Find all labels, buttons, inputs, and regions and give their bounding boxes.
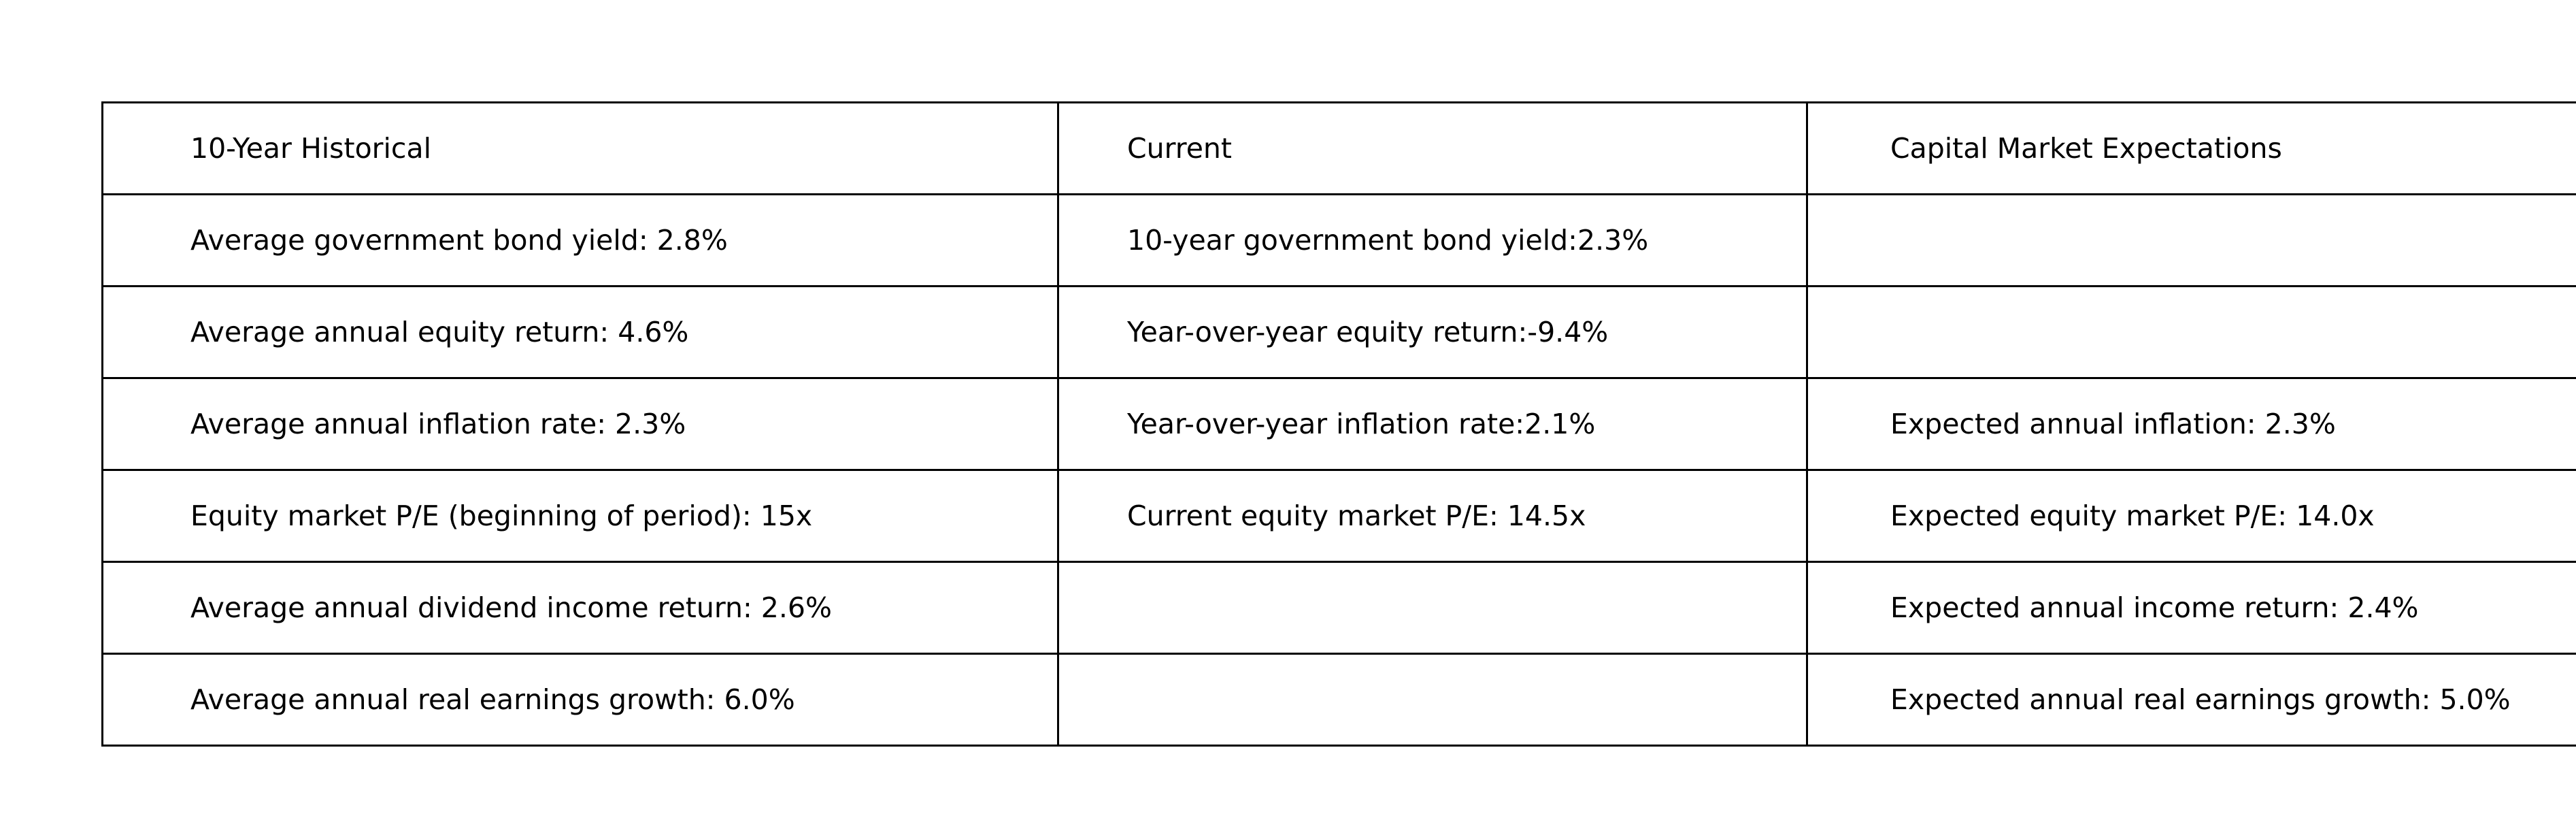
- cell-text: Average annual inflation rate: 2.3%: [190, 407, 686, 440]
- table-row: Average annual real earnings growth: 6.0…: [101, 653, 2576, 747]
- capital-market-table: 10-Year Historical Current Capital Marke…: [101, 101, 2576, 747]
- cell-text: Average annual real earnings growth: 6.0…: [190, 683, 795, 716]
- cell-text: Average government bond yield: 2.8%: [190, 223, 728, 257]
- table-cell-expectations: Expected annual real earnings growth: 5.…: [1806, 653, 2576, 747]
- table-cell-current: [1057, 653, 1808, 747]
- cell-text: Expected annual inflation: 2.3%: [1890, 407, 2336, 440]
- cell-text: Equity market P/E (beginning of period):…: [190, 499, 813, 532]
- table-cell-current: [1057, 561, 1808, 655]
- table-cell-current: Year-over-year equity return:-9.4%: [1057, 285, 1808, 379]
- table-row: Equity market P/E (beginning of period):…: [101, 469, 2576, 563]
- table-cell-historical: Equity market P/E (beginning of period):…: [101, 469, 1059, 563]
- table-row: Average annual inflation rate: 2.3% Year…: [101, 377, 2576, 471]
- table-cell-current: Current equity market P/E: 14.5x: [1057, 469, 1808, 563]
- table-cell-expectations: Expected annual income return: 2.4%: [1806, 561, 2576, 655]
- cell-text: Current equity market P/E: 14.5x: [1127, 499, 1586, 532]
- cell-text: Average annual dividend income return: 2…: [190, 591, 832, 624]
- header-label: 10-Year Historical: [190, 131, 431, 165]
- table-row: Average annual dividend income return: 2…: [101, 561, 2576, 655]
- cell-text: Expected equity market P/E: 14.0x: [1890, 499, 2375, 532]
- table-cell-expectations: [1806, 193, 2576, 287]
- table-cell-expectations: [1806, 285, 2576, 379]
- cell-text: 10-year government bond yield:2.3%: [1127, 223, 1649, 257]
- table-cell-expectations: Expected equity market P/E: 14.0x: [1806, 469, 2576, 563]
- table-row: Average government bond yield: 2.8% 10-y…: [101, 193, 2576, 287]
- table-header-row: 10-Year Historical Current Capital Marke…: [101, 101, 2576, 195]
- cell-text: Year-over-year inflation rate:2.1%: [1127, 407, 1596, 440]
- table-cell-current: 10-year government bond yield:2.3%: [1057, 193, 1808, 287]
- header-label: Capital Market Expectations: [1890, 131, 2282, 165]
- table-cell-expectations: Expected annual inflation: 2.3%: [1806, 377, 2576, 471]
- header-cell-historical: 10-Year Historical: [101, 101, 1059, 195]
- cell-text: Year-over-year equity return:-9.4%: [1127, 315, 1609, 348]
- header-label: Current: [1127, 131, 1232, 165]
- header-cell-current: Current: [1057, 101, 1808, 195]
- cell-text: Expected annual income return: 2.4%: [1890, 591, 2419, 624]
- table-cell-historical: Average annual equity return: 4.6%: [101, 285, 1059, 379]
- cell-text: Average annual equity return: 4.6%: [190, 315, 689, 348]
- cell-text: Expected annual real earnings growth: 5.…: [1890, 683, 2511, 716]
- table-cell-historical: Average annual inflation rate: 2.3%: [101, 377, 1059, 471]
- table-row: Average annual equity return: 4.6% Year-…: [101, 285, 2576, 379]
- table-cell-current: Year-over-year inflation rate:2.1%: [1057, 377, 1808, 471]
- table-cell-historical: Average government bond yield: 2.8%: [101, 193, 1059, 287]
- table-cell-historical: Average annual dividend income return: 2…: [101, 561, 1059, 655]
- table-cell-historical: Average annual real earnings growth: 6.0…: [101, 653, 1059, 747]
- header-cell-expectations: Capital Market Expectations: [1806, 101, 2576, 195]
